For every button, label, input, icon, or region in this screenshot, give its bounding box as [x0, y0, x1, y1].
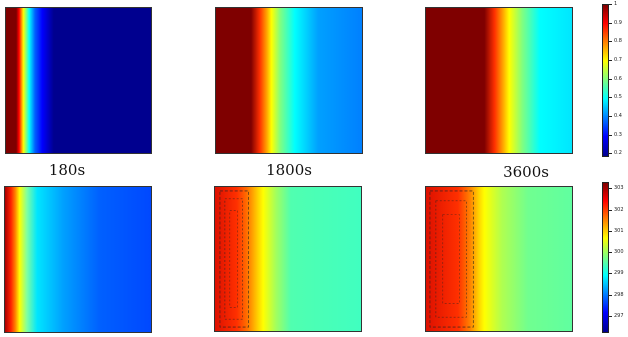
- concentration-field-1800s: [215, 7, 363, 154]
- colorbar-temperature-tick-label: 302: [614, 207, 624, 213]
- time-label-3600s: 3600s: [503, 163, 549, 181]
- colorbar-temperature-tick-label: 297: [614, 313, 624, 319]
- colorbar-concentration: [602, 4, 609, 157]
- colorbar-temperature-tick-mark: [609, 252, 612, 253]
- colorbar-temperature-tick-label: 301: [614, 228, 624, 234]
- colorbar-temperature-tick-label: 300: [614, 249, 624, 255]
- colorbar-concentration-tick-mark: [609, 97, 612, 98]
- colorbar-concentration-tick-mark: [609, 4, 612, 5]
- colorbar-temperature-tick-label: 298: [614, 292, 624, 298]
- colorbar-concentration-tick-label: 0.5: [614, 94, 622, 100]
- temperature-field-3600s: [425, 186, 573, 332]
- colorbar-concentration-tick-label: 0.7: [614, 57, 622, 63]
- colorbar-concentration-tick-mark: [609, 23, 612, 24]
- colorbar-temperature-tick-mark: [609, 188, 612, 189]
- concentration-field-180s: [5, 7, 152, 154]
- colorbar-temperature-tick-label: 299: [614, 270, 624, 276]
- colorbar-concentration-tick-label: 0.3: [614, 132, 622, 138]
- colorbar-temperature: [602, 182, 609, 333]
- colorbar-temperature-tick-mark: [609, 273, 612, 274]
- temperature-field-180s: [4, 186, 152, 333]
- colorbar-concentration-tick-mark: [609, 41, 612, 42]
- colorbar-concentration-tick-mark: [609, 135, 612, 136]
- velocity-vectors-1800s: [219, 190, 249, 328]
- time-label-1800s: 1800s: [266, 161, 312, 179]
- velocity-vectors-3600s: [429, 190, 474, 328]
- colorbar-temperature-tick-mark: [609, 231, 612, 232]
- colorbar-concentration-tick-label: 1: [614, 1, 618, 7]
- colorbar-concentration-tick-label: 0.4: [614, 113, 622, 119]
- colorbar-concentration-tick-mark: [609, 116, 612, 117]
- colorbar-temperature-tick-mark: [609, 316, 612, 317]
- colorbar-temperature-tick-mark: [609, 210, 612, 211]
- colorbar-concentration-tick-label: 0.9: [614, 20, 622, 26]
- colorbar-concentration-tick-mark: [609, 60, 612, 61]
- colorbar-concentration-tick-label: 0.2: [614, 150, 622, 156]
- colorbar-concentration-tick-mark: [609, 79, 612, 80]
- colorbar-temperature-tick-mark: [609, 295, 612, 296]
- time-label-180s: 180s: [48, 161, 86, 179]
- colorbar-concentration-tick-mark: [609, 153, 612, 154]
- temperature-field-1800s: [214, 186, 362, 332]
- colorbar-temperature-tick-label: 303: [614, 185, 624, 191]
- colorbar-concentration-tick-label: 0.8: [614, 38, 622, 44]
- concentration-field-3600s: [425, 7, 573, 154]
- colorbar-concentration-tick-label: 0.6: [614, 76, 622, 82]
